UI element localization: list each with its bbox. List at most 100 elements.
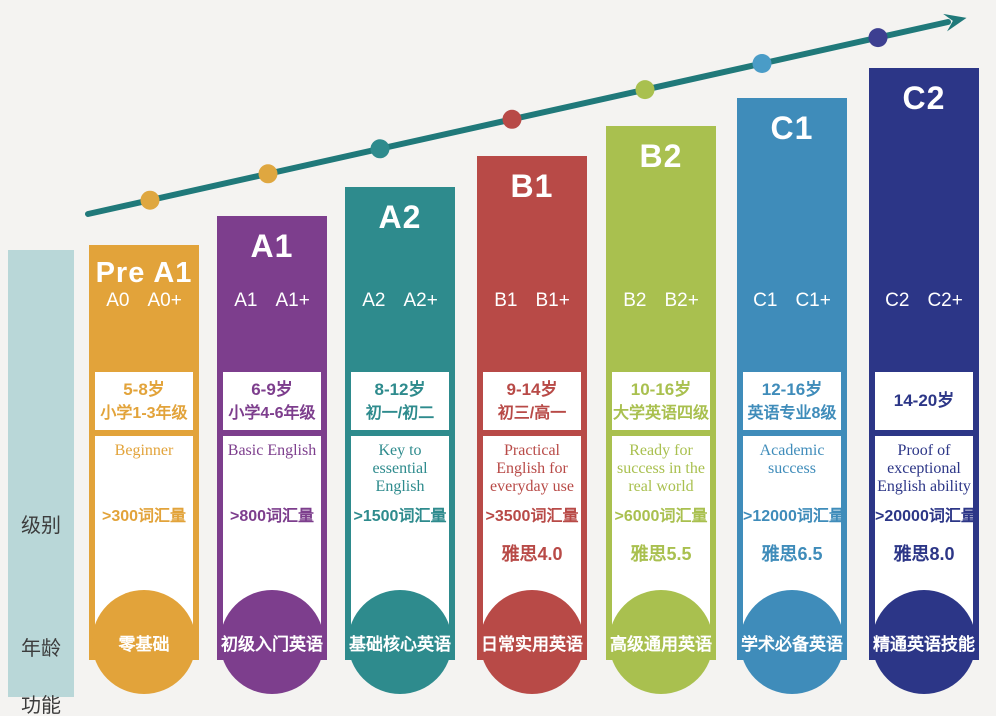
function-description: Academic success: [759, 442, 825, 477]
level-title: Pre A1: [95, 257, 193, 289]
sub-code-plus: A0+: [147, 290, 182, 311]
sub-code-plus: C1+: [795, 290, 831, 311]
level-title: B1: [510, 168, 554, 204]
summary-circle: 精通英语技能: [872, 590, 976, 694]
ielts-score: 雅思5.5: [630, 544, 692, 564]
sub-code-plus: A1+: [275, 290, 310, 311]
age-range: 9-14岁: [506, 379, 558, 399]
summary-label: 学术必备英语: [741, 634, 843, 654]
level-title: B2: [639, 138, 683, 174]
level-title: C2: [902, 80, 946, 116]
age-range: 5-8岁: [123, 379, 165, 399]
summary-label: 基础核心英语: [349, 634, 451, 654]
age-box: 9-14岁 初三/高一: [483, 372, 581, 430]
grade-equivalent: 英语专业8级: [747, 404, 837, 422]
summary-circle: 高级通用英语: [609, 590, 713, 694]
summary-circle: 学术必备英语: [740, 590, 844, 694]
sub-code-plus: B2+: [664, 290, 699, 311]
level-column: C2 C2 C2+ 14-20岁 Proof of exceptional En…: [869, 68, 979, 694]
vocabulary-requirement: >12000词汇量: [743, 508, 845, 525]
summary-circle: 零基础: [92, 590, 196, 694]
vocabulary-requirement: >6000词汇量: [614, 508, 708, 525]
level-column: Pre A1 A0 A0+ 5-8岁 小学1-3年级 Beginner >300…: [89, 245, 199, 694]
sub-code-base: A0: [106, 290, 130, 311]
level-title: C1: [770, 110, 814, 146]
level-sub-codes: A0 A0+: [89, 290, 199, 312]
summary-label: 精通英语技能: [873, 634, 975, 654]
trend-dot: [635, 80, 655, 100]
trend-dot: [258, 164, 278, 184]
function-description: Basic English: [227, 442, 317, 459]
grade-equivalent: 初一/初二: [365, 404, 435, 422]
sub-code-base: C2: [885, 290, 910, 311]
grade-equivalent: 小学4-6年级: [228, 404, 316, 422]
ielts-score: 雅思4.0: [501, 544, 563, 564]
level-title: A2: [378, 199, 422, 235]
grade-equivalent: 小学1-3年级: [100, 404, 188, 422]
trend-dot: [502, 109, 522, 129]
age-range: 6-9岁: [251, 379, 293, 399]
level-sub-codes: C1 C1+: [737, 290, 847, 312]
grade-equivalent: 大学英语四级: [612, 404, 709, 422]
function-description: Key to essential English: [372, 442, 428, 495]
summary-label: 日常实用英语: [481, 634, 583, 654]
trend-dots: [140, 28, 888, 210]
sub-code-base: A2: [362, 290, 386, 311]
vocabulary-requirement: >800词汇量: [229, 508, 315, 525]
summary-circle: 基础核心英语: [348, 590, 452, 694]
level-sub-codes: A2 A2+: [345, 290, 455, 312]
vocabulary-requirement: >300词汇量: [101, 508, 187, 525]
ielts-score: 雅思6.5: [761, 544, 823, 564]
function-description: Practical English for everyday use: [490, 442, 574, 495]
sub-code-base: C1: [753, 290, 778, 311]
summary-label: 零基础: [118, 634, 170, 654]
vocabulary-requirement: >20000词汇量: [875, 508, 977, 525]
grade-equivalent: 初三/高一: [497, 404, 567, 422]
function-description: Proof of exceptional English ability: [877, 442, 971, 495]
summary-label: 高级通用英语: [610, 634, 712, 654]
summary-circle: 初级入门英语: [220, 590, 324, 694]
age-box: 5-8岁 小学1-3年级: [95, 372, 193, 430]
level-title: A1: [250, 228, 294, 264]
sub-code-base: B2: [623, 290, 647, 311]
age-box: 8-12岁 初一/初二: [351, 372, 449, 430]
level-column: B2 B2 B2+ 10-16岁 大学英语四级 Ready for succes…: [606, 126, 716, 694]
age-range: 10-16岁: [630, 379, 692, 399]
sub-code-base: B1: [494, 290, 518, 311]
age-range: 12-16岁: [761, 379, 823, 399]
level-sub-codes: C2 C2+: [869, 290, 979, 312]
row-label-level: 级别: [21, 515, 61, 537]
level-column: B1 B1 B1+ 9-14岁 初三/高一 Practical English …: [477, 156, 587, 694]
level-column: C1 C1 C1+ 12-16岁 英语专业8级 Academic success…: [737, 98, 847, 694]
summary-label: 初级入门英语: [221, 634, 323, 654]
row-label-age: 年龄: [21, 638, 61, 660]
sub-code-plus: C2+: [927, 290, 963, 311]
trend-dot: [140, 190, 160, 210]
level-column: A2 A2 A2+ 8-12岁 初一/初二 Key to essential E…: [345, 187, 455, 694]
ielts-score: 雅思8.0: [893, 544, 955, 564]
trend-dot: [868, 28, 888, 48]
level-sub-codes: B1 B1+: [477, 290, 587, 312]
age-box: 14-20岁: [875, 372, 973, 430]
sub-code-base: A1: [234, 290, 258, 311]
level-sub-codes: A1 A1+: [217, 290, 327, 312]
level-sub-codes: B2 B2+: [606, 290, 716, 312]
trend-dot: [752, 54, 772, 73]
age-range: 14-20岁: [893, 391, 955, 410]
age-range: 8-12岁: [374, 379, 426, 399]
age-box: 12-16岁 英语专业8级: [743, 372, 841, 430]
sub-code-plus: B1+: [535, 290, 570, 311]
function-description: Beginner: [114, 442, 174, 459]
sub-code-plus: A2+: [403, 290, 438, 311]
age-box: 6-9岁 小学4-6年级: [223, 372, 321, 430]
level-column: A1 A1 A1+ 6-9岁 小学4-6年级 Basic English >80…: [217, 216, 327, 694]
vocabulary-requirement: >1500词汇量: [353, 508, 447, 525]
age-box: 10-16岁 大学英语四级: [612, 372, 710, 430]
row-labels-sidebar: 级别 年龄 功能 词汇量 雅思分数: [8, 250, 74, 716]
function-description: Ready for success in the real world: [617, 442, 705, 495]
summary-circle: 日常实用英语: [480, 590, 584, 694]
vocabulary-requirement: >3500词汇量: [485, 508, 579, 525]
row-label-function: 功能: [21, 695, 61, 716]
